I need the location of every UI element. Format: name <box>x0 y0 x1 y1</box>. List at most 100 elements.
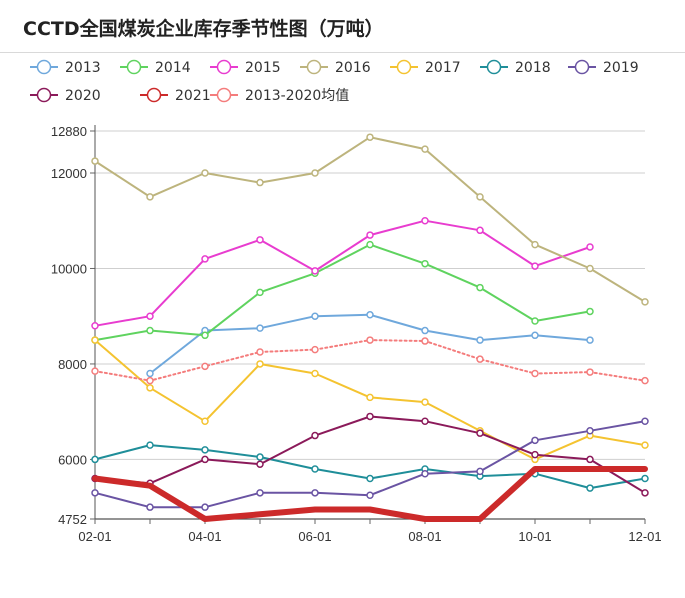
point-2019-05-01[interactable] <box>256 489 264 497</box>
point-2019-11-01[interactable] <box>586 427 594 435</box>
series-line-2021 <box>92 466 648 522</box>
point-2019-09-01[interactable] <box>476 467 484 476</box>
point-2018-12-01[interactable] <box>641 474 649 483</box>
legend-item-2018[interactable]: 2018 <box>480 59 551 76</box>
point-2017-06-01[interactable] <box>311 369 319 378</box>
point-2020-09-01[interactable] <box>476 429 484 437</box>
legend-item-2019[interactable]: 2019 <box>568 59 639 76</box>
point-2013-2020-09-01[interactable] <box>476 355 484 363</box>
point-2016-11-01[interactable] <box>586 264 594 273</box>
legend-marker-2013 <box>36 59 52 75</box>
legend-item-2014[interactable]: 2014 <box>120 59 191 76</box>
point-2020-04-01[interactable] <box>201 455 209 464</box>
legend-item-2013[interactable]: 2013 <box>30 59 101 76</box>
point-2019-07-01[interactable] <box>366 491 374 499</box>
point-2017-07-01[interactable] <box>366 393 374 402</box>
point-2013-2020-10-01[interactable] <box>531 369 539 378</box>
point-2013-07-01[interactable] <box>366 311 374 319</box>
point-2016-09-01[interactable] <box>476 193 484 201</box>
point-2016-08-01[interactable] <box>421 145 429 153</box>
point-2020-08-01[interactable] <box>421 417 429 425</box>
point-2015-09-01[interactable] <box>476 226 484 235</box>
point-2018-03-01[interactable] <box>146 441 154 449</box>
point-2018-05-01[interactable] <box>256 453 264 461</box>
point-2020-06-01[interactable] <box>311 431 319 440</box>
point-2019-06-01[interactable] <box>311 489 319 497</box>
point-2014-05-01[interactable] <box>256 288 264 297</box>
y-tick-label-10000: 10000 <box>51 261 87 276</box>
point-2016-06-01[interactable] <box>311 169 319 177</box>
point-2015-07-01[interactable] <box>366 231 374 239</box>
point-2020-05-01[interactable] <box>256 460 264 468</box>
point-2017-02-01[interactable] <box>91 336 99 344</box>
point-2020-07-01[interactable] <box>366 412 374 421</box>
point-2013-2020-08-01[interactable] <box>421 337 429 345</box>
point-2018-02-01[interactable] <box>91 455 99 464</box>
point-2020-11-01[interactable] <box>586 455 594 464</box>
point-2014-10-01[interactable] <box>531 317 539 325</box>
point-2014-08-01[interactable] <box>421 259 429 268</box>
point-2015-06-01[interactable] <box>311 267 319 275</box>
point-2016-03-01[interactable] <box>146 193 154 201</box>
point-2017-04-01[interactable] <box>201 417 209 425</box>
point-2013-2020-04-01[interactable] <box>201 362 209 371</box>
point-2016-05-01[interactable] <box>256 178 264 187</box>
legend-item-2013-2020[interactable]: 2013-2020均值 <box>210 87 349 104</box>
point-2013-2020-07-01[interactable] <box>366 336 374 344</box>
legend-item-2016[interactable]: 2016 <box>300 59 371 76</box>
point-2015-03-01[interactable] <box>146 312 154 320</box>
point-2017-12-01[interactable] <box>641 441 649 449</box>
legend-item-2017[interactable]: 2017 <box>390 59 461 76</box>
point-2015-04-01[interactable] <box>201 255 209 263</box>
point-2013-2020-05-01[interactable] <box>256 348 264 356</box>
point-2019-10-01[interactable] <box>531 436 539 445</box>
point-2013-2020-03-01[interactable] <box>146 376 154 385</box>
point-2014-11-01[interactable] <box>586 307 594 316</box>
point-2013-03-01[interactable] <box>146 369 154 378</box>
point-2019-02-01[interactable] <box>91 489 99 497</box>
point-2017-08-01[interactable] <box>421 398 429 406</box>
point-2015-05-01[interactable] <box>256 236 264 244</box>
point-2013-11-01[interactable] <box>586 336 594 344</box>
point-2014-03-01[interactable] <box>146 326 154 335</box>
point-2013-10-01[interactable] <box>531 331 539 340</box>
y-tick-label-12880: 12880 <box>51 124 87 139</box>
point-2017-05-01[interactable] <box>256 360 264 368</box>
point-2016-07-01[interactable] <box>366 133 374 141</box>
point-2013-05-01[interactable] <box>256 324 264 332</box>
point-2015-11-01[interactable] <box>586 243 594 251</box>
legend-item-2015[interactable]: 2015 <box>210 59 281 76</box>
point-2015-08-01[interactable] <box>421 216 429 225</box>
point-2013-2020-12-01[interactable] <box>641 376 649 385</box>
point-2013-06-01[interactable] <box>311 312 319 320</box>
point-2018-07-01[interactable] <box>366 474 374 483</box>
point-2018-11-01[interactable] <box>586 484 594 492</box>
point-2016-02-01[interactable] <box>91 157 99 165</box>
point-2016-12-01[interactable] <box>641 298 649 306</box>
point-2016-04-01[interactable] <box>201 169 209 177</box>
point-2018-04-01[interactable] <box>201 446 209 454</box>
point-2019-12-01[interactable] <box>641 417 649 425</box>
point-2014-04-01[interactable] <box>201 331 209 340</box>
point-2013-2020-11-01[interactable] <box>586 368 594 376</box>
point-2013-2020-02-01[interactable] <box>91 367 99 375</box>
point-2016-10-01[interactable] <box>531 240 539 249</box>
point-2018-06-01[interactable] <box>311 465 319 473</box>
point-2015-10-01[interactable] <box>531 262 539 270</box>
point-2020-12-01[interactable] <box>641 489 649 497</box>
point-2015-02-01[interactable] <box>91 322 99 330</box>
point-2013-2020-06-01[interactable] <box>311 345 319 354</box>
point-2014-07-01[interactable] <box>366 240 374 249</box>
legend-item-2020[interactable]: 2020 <box>30 87 101 104</box>
point-2014-09-01[interactable] <box>476 283 484 292</box>
legend-label-2021: 2021 <box>175 88 211 104</box>
point-2019-04-01[interactable] <box>201 503 209 511</box>
point-2017-03-01[interactable] <box>146 384 154 392</box>
point-2020-10-01[interactable] <box>531 450 539 459</box>
point-2019-03-01[interactable] <box>146 503 154 511</box>
point-2019-08-01[interactable] <box>421 469 429 478</box>
point-2013-08-01[interactable] <box>421 326 429 335</box>
point-2013-09-01[interactable] <box>476 336 484 344</box>
legend-marker-2015 <box>216 59 232 75</box>
legend-item-2021[interactable]: 2021 <box>140 87 211 104</box>
